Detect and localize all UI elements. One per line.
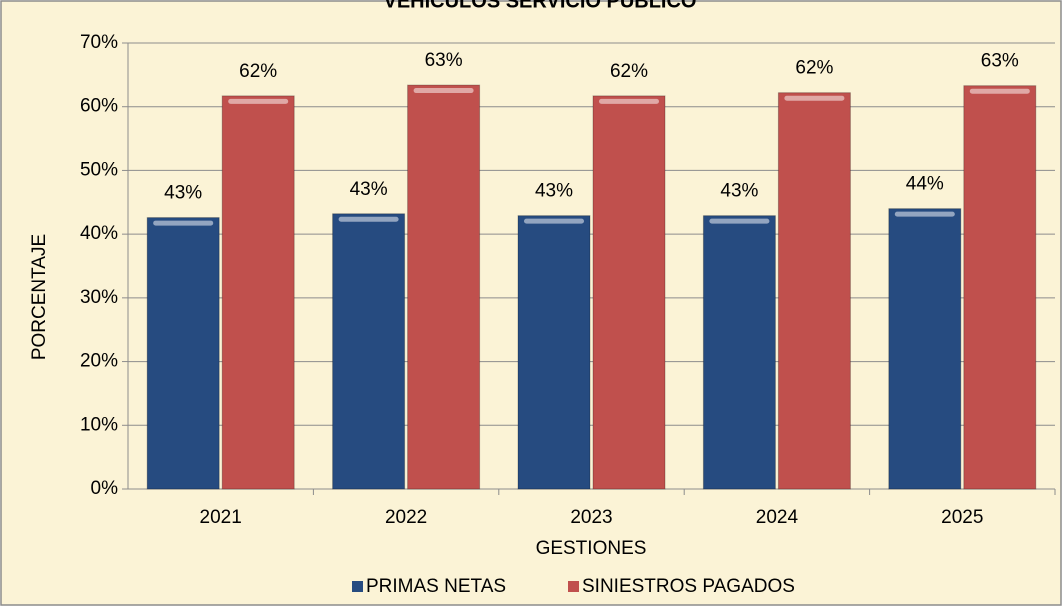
- legend-swatch: [352, 581, 363, 592]
- legend-label: PRIMAS NETAS: [366, 576, 506, 597]
- y-tick-label: 50%: [80, 159, 118, 180]
- chart-title: VEHICULOS SERVICIO PUBLICO: [383, 0, 696, 12]
- bar: [963, 85, 1037, 490]
- bar: [888, 208, 962, 490]
- bar: [777, 92, 851, 490]
- value-label: 43%: [164, 183, 202, 204]
- legend-swatch: [568, 581, 579, 592]
- bar: [332, 213, 406, 490]
- y-tick-label: 40%: [80, 223, 118, 244]
- x-axis-title: GESTIONES: [536, 538, 647, 559]
- value-label: 62%: [610, 61, 648, 82]
- value-label: 62%: [795, 58, 833, 79]
- x-tick-label: 2023: [570, 507, 612, 528]
- x-tick-label: 2022: [385, 507, 427, 528]
- value-label: 63%: [425, 50, 463, 71]
- bar-highlight: [413, 88, 474, 94]
- bar-highlight: [153, 220, 214, 226]
- x-tick-label: 2021: [200, 507, 242, 528]
- bar-highlight: [894, 211, 955, 217]
- y-tick-label: 10%: [80, 414, 118, 435]
- x-tick-label: 2024: [756, 507, 799, 528]
- y-tick-label: 0%: [91, 478, 119, 499]
- value-label: 62%: [239, 61, 277, 82]
- bar: [407, 84, 481, 490]
- bar-highlight: [338, 216, 399, 222]
- bar-highlight: [524, 218, 584, 224]
- bar-highlight: [969, 88, 1030, 94]
- y-tick-label: 20%: [80, 351, 118, 372]
- bar: [592, 95, 666, 490]
- value-label: 43%: [535, 181, 573, 202]
- y-tick-label: 30%: [80, 287, 118, 308]
- value-label: 43%: [350, 179, 388, 200]
- y-axis-title: PORCENTAJE: [29, 234, 50, 360]
- bar-highlight: [599, 98, 659, 104]
- value-label: 43%: [720, 181, 758, 202]
- bar: [146, 217, 220, 490]
- x-tick-label: 2025: [941, 507, 983, 528]
- bar: [517, 215, 591, 490]
- value-label: 63%: [981, 51, 1019, 72]
- y-tick-label: 70%: [80, 32, 118, 53]
- bar-highlight: [228, 98, 289, 104]
- bar-highlight: [709, 218, 770, 224]
- bar-highlight: [784, 95, 845, 101]
- bar: [221, 95, 295, 490]
- bar: [702, 215, 776, 490]
- y-tick-label: 60%: [80, 96, 118, 117]
- value-label: 44%: [906, 174, 944, 195]
- legend-label: SINIESTROS PAGADOS: [582, 576, 795, 597]
